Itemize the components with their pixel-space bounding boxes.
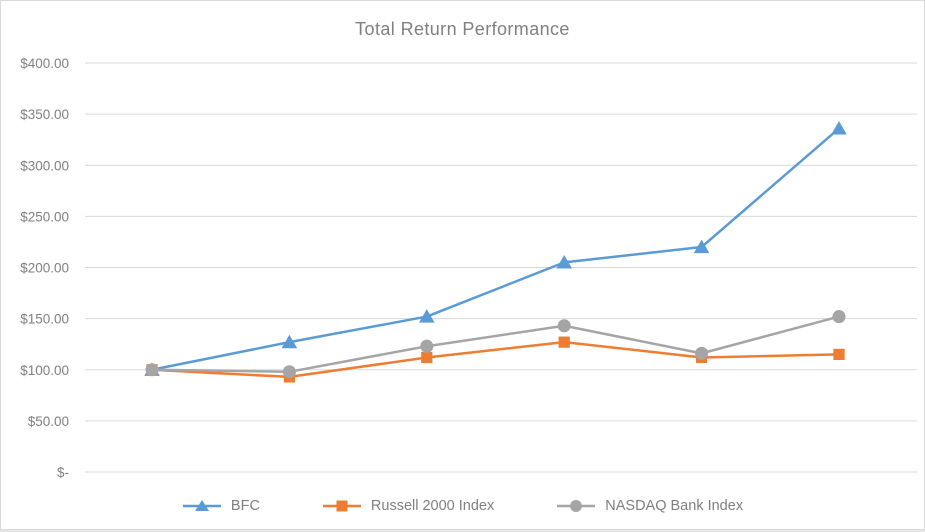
data-point-marker-circle xyxy=(832,310,846,324)
data-point-marker-triangle xyxy=(831,121,847,135)
y-tick-label: $250.00 xyxy=(20,209,69,224)
data-point-marker-circle xyxy=(145,363,159,377)
legend: BFC Russell 2000 Index NASDAQ Bank Index xyxy=(1,497,924,515)
data-point-marker-square xyxy=(421,351,433,364)
series-line-bfc xyxy=(150,127,841,371)
series-line-nasdaq-bank-index xyxy=(150,315,841,374)
data-point-marker-square xyxy=(833,348,845,361)
y-tick-label: $350.00 xyxy=(20,107,69,122)
legend-label: BFC xyxy=(230,498,260,514)
data-point-marker-triangle xyxy=(281,334,298,349)
data-point-marker-circle xyxy=(695,346,709,360)
data-point-marker-triangle xyxy=(556,254,572,269)
y-tick-label: $400.00 xyxy=(20,56,69,71)
legend-marker-circle-icon xyxy=(557,500,596,512)
y-tick-label: $300.00 xyxy=(20,158,69,173)
data-point-marker-circle xyxy=(420,339,434,353)
legend-item-russell-2000-index: Russell 2000 Index xyxy=(322,497,494,515)
data-point-marker-circle xyxy=(557,319,571,333)
legend-item-nasdaq-bank-index: NASDAQ Bank Index xyxy=(556,497,743,515)
legend-item-bfc: BFC xyxy=(182,497,260,515)
legend-label: NASDAQ Bank Index xyxy=(605,498,744,514)
legend-marker-square-icon xyxy=(322,500,361,512)
data-point-marker-triangle xyxy=(419,309,435,323)
legend-marker-triangle-icon xyxy=(182,500,221,511)
data-point-marker-triangle xyxy=(693,239,710,254)
legend-label: Russell 2000 Index xyxy=(370,498,495,514)
y-tick-label: $150.00 xyxy=(20,312,69,327)
data-point-marker-square xyxy=(558,336,570,348)
y-tick-label: $50.00 xyxy=(28,414,69,429)
y-tick-label: $- xyxy=(57,465,69,480)
chart-title: Total Return Performance xyxy=(355,19,570,39)
series-line-russell-2000-index xyxy=(150,340,841,379)
y-tick-label: $100.00 xyxy=(20,363,69,378)
data-point-marker-circle xyxy=(282,365,296,379)
y-tick-label: $200.00 xyxy=(20,261,69,276)
